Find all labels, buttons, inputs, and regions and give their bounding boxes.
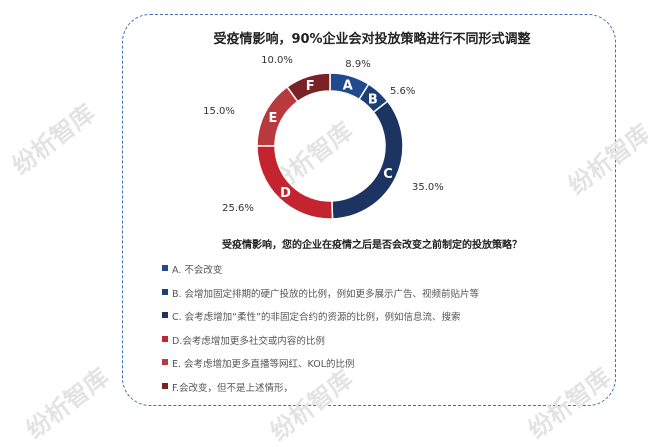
legend-label: C. 会考虑增加“柔性”的非固定合约的资源的比例，例如信息流、搜索 <box>172 312 461 323</box>
data-label-f: 10.0% <box>261 55 293 66</box>
legend-item-a: A. 不会改变 <box>162 262 479 286</box>
legend-item-d: D.会考虑增加更多社交或内容的比例 <box>162 333 479 357</box>
donut-slice-f <box>286 72 331 103</box>
slice-letter-b: B <box>368 92 378 107</box>
legend-swatch <box>162 312 168 318</box>
legend-label: D.会考虑增加更多社交或内容的比例 <box>172 335 325 347</box>
legend-swatch <box>162 359 168 365</box>
donut-chart: A 8.9% B 5.6% C 35.0% D 25.6% E 15.0% F 10.0% <box>203 55 444 220</box>
legend-item-c: C. 会考虑增加“柔性”的非固定合约的资源的比例，例如信息流、搜索 <box>162 309 479 333</box>
legend-item-b: B. 会增加固定排期的硬广投放的比例，例如更多展示广告、视频前贴片等 <box>162 286 479 310</box>
data-label-b: 5.6% <box>390 86 415 97</box>
legend-swatch <box>162 265 168 271</box>
data-label-e: 15.0% <box>203 106 235 117</box>
legend-label: B. 会增加固定排期的硬广投放的比例，例如更多展示广告、视频前贴片等 <box>172 288 480 300</box>
legend-label: E. 会考虑增加更多直播等网红、KOL的比例 <box>172 359 355 370</box>
legend-label: A. 不会改变 <box>172 265 223 276</box>
survey-question: 受疫情影响，您的企业在疫情之后是否会改变之前制定的投放策略？ <box>222 240 522 251</box>
legend-item-f: F.会改变，但不是上述情形， <box>162 380 479 404</box>
slice-letter-c: C <box>383 167 393 182</box>
slice-letter-d: D <box>280 186 291 201</box>
data-label-c: 35.0% <box>412 182 444 193</box>
slice-letter-e: E <box>269 111 278 126</box>
legend-item-e: E. 会考虑增加更多直播等网红、KOL的比例 <box>162 356 479 380</box>
chart-frame <box>122 14 616 406</box>
legend: A. 不会改变 B. 会增加固定排期的硬广投放的比例，例如更多展示广告、视频前贴片… <box>162 262 479 403</box>
chart-title: 受疫情影响，90%企业会对投放策略进行不同形式调整 <box>213 32 531 47</box>
legend-swatch <box>162 382 168 389</box>
data-label-a: 8.9% <box>345 59 370 70</box>
slice-letter-a: A <box>343 78 353 93</box>
data-label-d: 25.6% <box>222 203 254 214</box>
legend-label: F.会改变，但不是上述情形， <box>172 382 293 394</box>
slice-letter-f: F <box>306 79 315 94</box>
donut-slice-c <box>331 100 404 220</box>
legend-swatch <box>162 335 168 342</box>
donut-slice-d <box>256 145 334 220</box>
legend-swatch <box>162 288 168 295</box>
